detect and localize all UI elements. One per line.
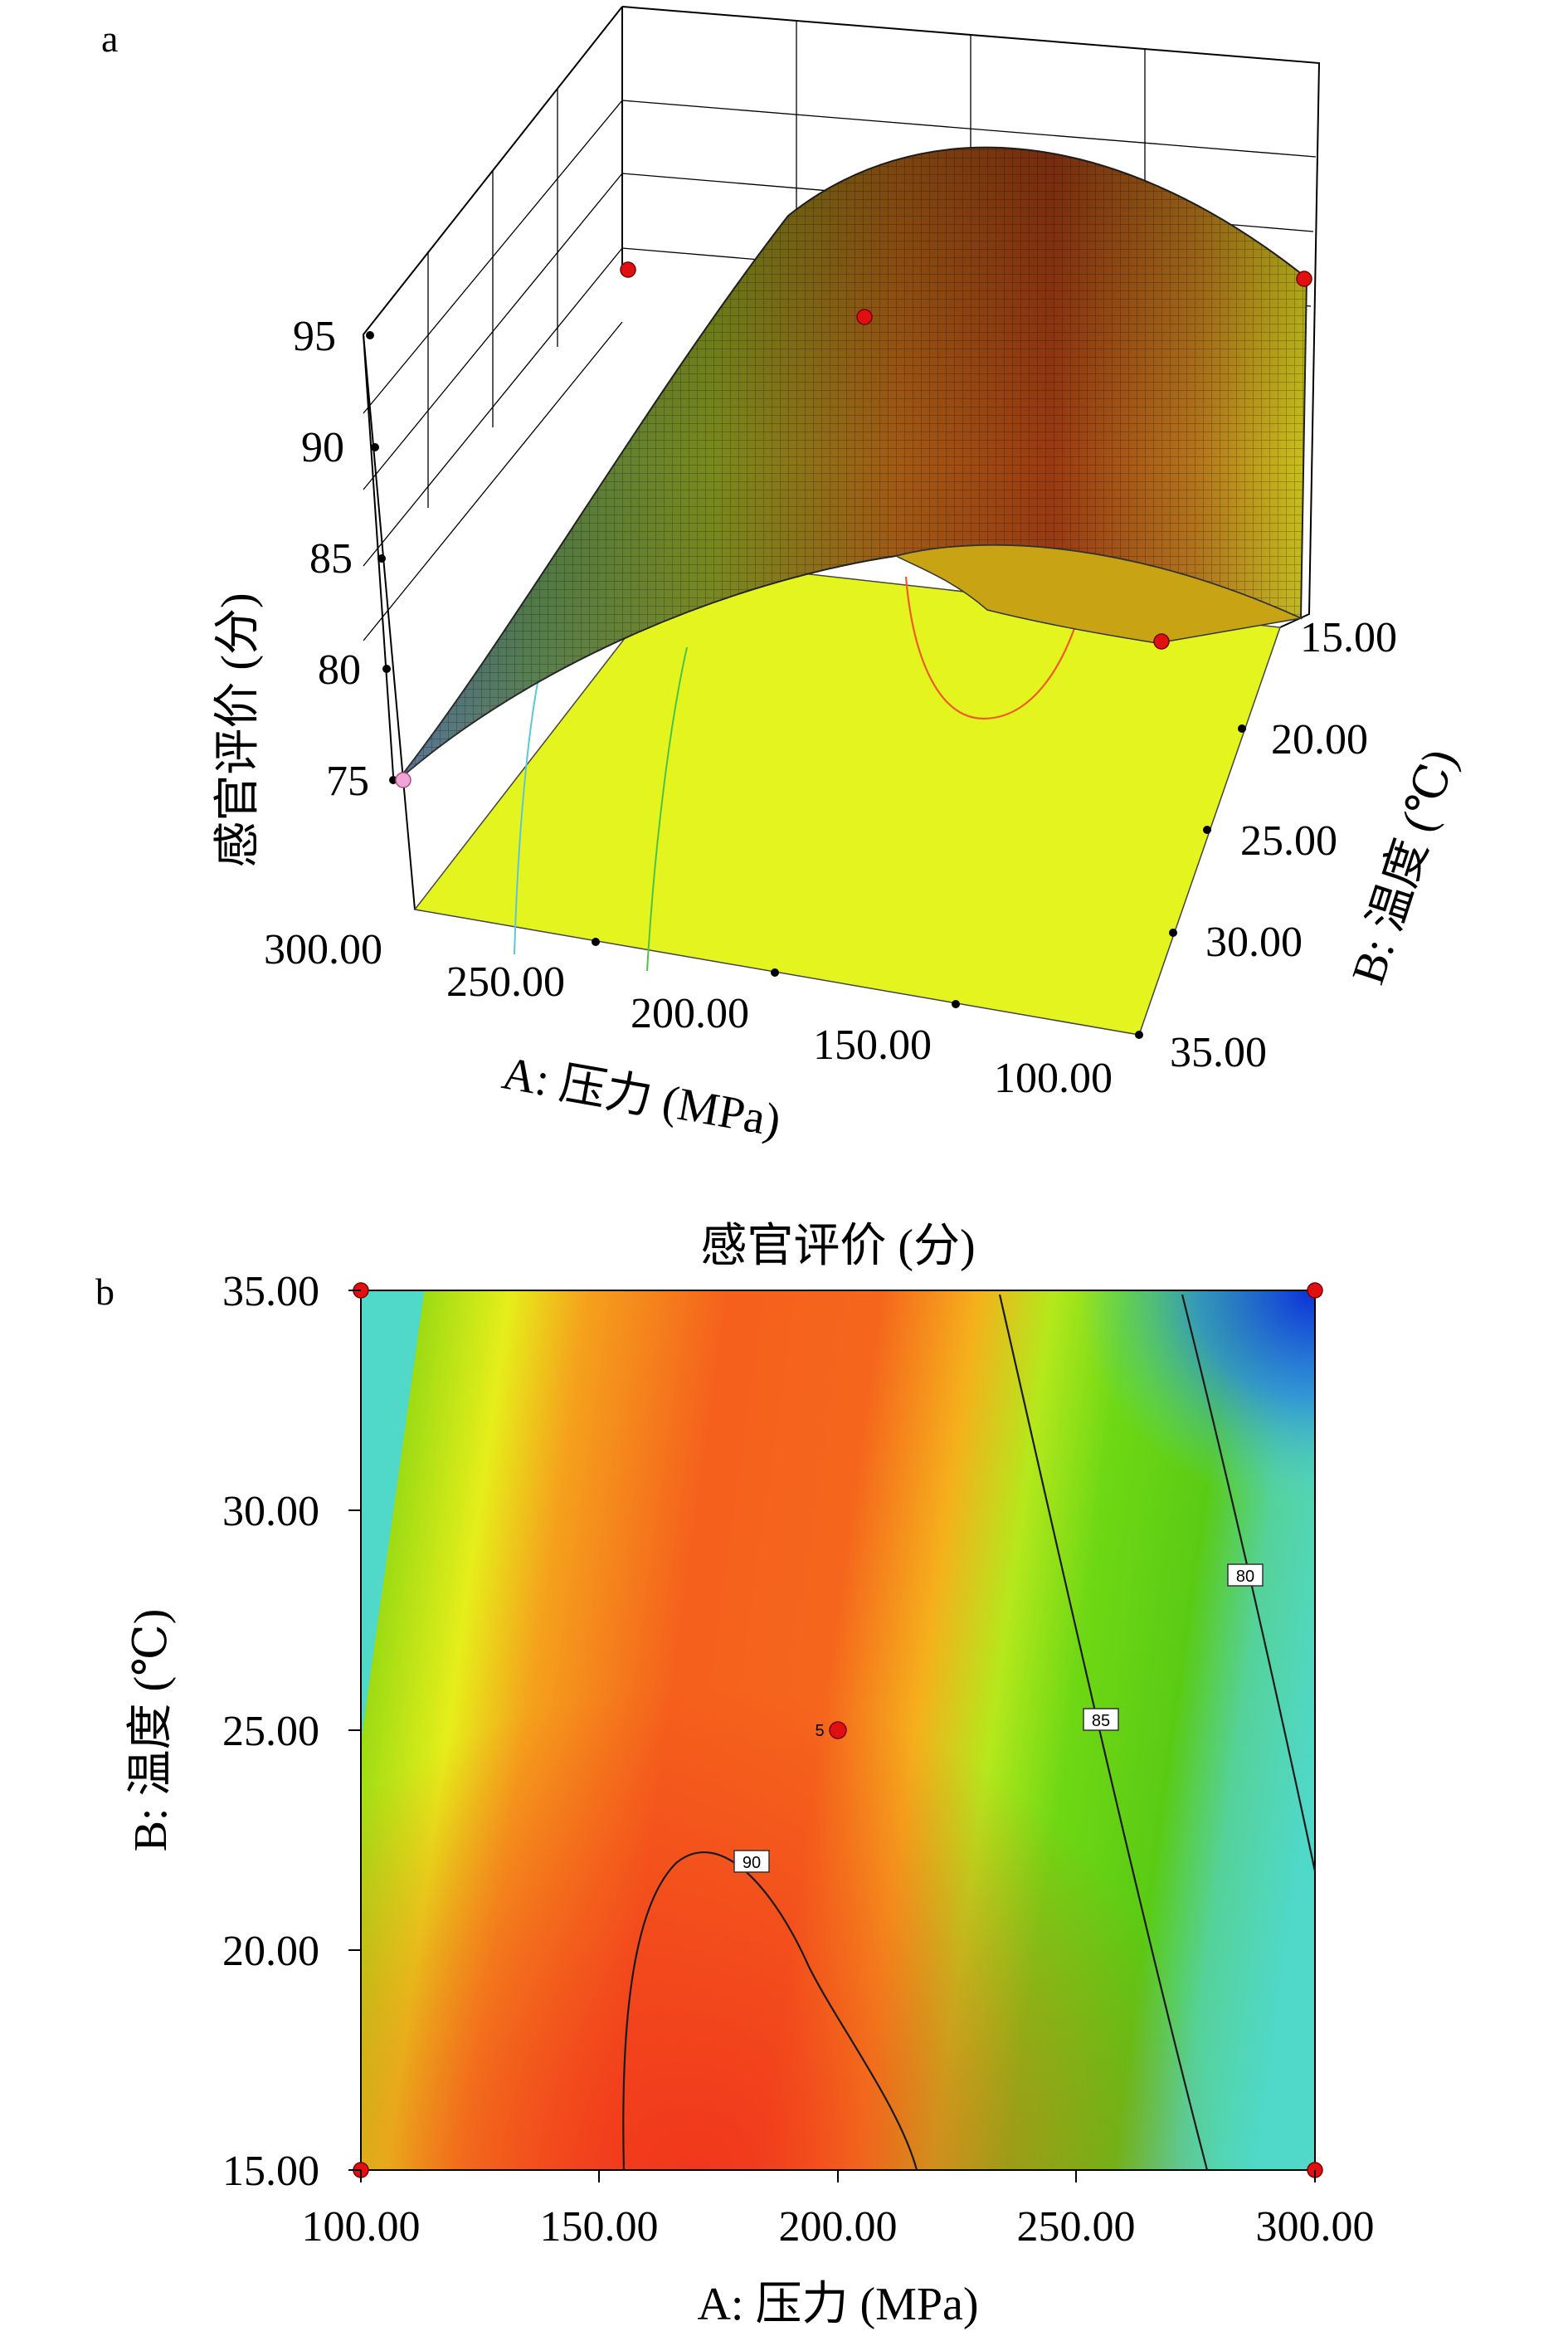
- y-tick-labels: 35.00 30.00 25.00 20.00 15.00: [222, 1268, 319, 2195]
- z-tick-label: 90: [301, 424, 344, 471]
- panel-a-surface-plot: a: [101, 6, 1467, 1147]
- z-tick-label: 75: [326, 758, 369, 805]
- x-tick-label: 250.00: [1017, 2203, 1136, 2251]
- y-axis-ticks: [1169, 724, 1246, 937]
- contour-label: 90: [743, 1854, 761, 1872]
- chart-title: 感官评价 (分): [700, 1221, 975, 1272]
- z-tick-label: 85: [309, 535, 353, 583]
- x-axis-title: A: 压力 (MPa): [499, 1047, 785, 1147]
- y-tick-label: 20.00: [1271, 716, 1368, 763]
- design-point: [1307, 1282, 1323, 1299]
- design-point: [856, 309, 873, 325]
- z-axis-title: 感官评价 (分): [212, 593, 264, 867]
- contour-label: 85: [1092, 1712, 1110, 1730]
- contour-labels: 80 85 90: [733, 1563, 1264, 1873]
- center-point-count-label: 5: [815, 1722, 824, 1740]
- x-tick-marks: [360, 2170, 1316, 2182]
- x-tick-label: 250.00: [446, 958, 565, 1006]
- panel-a-response-surface: [397, 146, 1308, 781]
- panel-a-label: a: [101, 17, 118, 60]
- y-tick-label: 25.00: [222, 1708, 319, 1755]
- y-tick-label: 35.00: [222, 1268, 319, 1315]
- y-tick-marks: [348, 1290, 361, 2171]
- y-tick-label: 35.00: [1170, 1029, 1267, 1076]
- design-point: [1296, 271, 1312, 287]
- z-tick-label: 95: [293, 313, 336, 360]
- panel-b-label: b: [95, 1270, 114, 1313]
- x-tick-label: 200.00: [631, 990, 749, 1037]
- x-tick-labels: 300.00 250.00 200.00 150.00 100.00: [264, 926, 1113, 1102]
- design-point: [620, 261, 636, 278]
- y-axis-title: B: 温度 (℃): [1342, 744, 1466, 991]
- z-axis-ticks: [366, 331, 397, 784]
- x-tick-label: 150.00: [540, 2203, 659, 2251]
- contour-line-80: [1181, 1294, 1317, 1872]
- panel-a-floor-contour-plane: [413, 559, 1282, 1036]
- y-axis-title: B: 温度 (℃): [125, 1609, 177, 1852]
- center-design-point: [829, 1721, 847, 1739]
- contour-line-85: [998, 1294, 1209, 2171]
- x-axis-ticks: [592, 938, 1143, 1039]
- z-tick-label: 80: [318, 646, 361, 694]
- y-tick-label: 20.00: [222, 1928, 319, 1975]
- floor-contour-green: [646, 646, 688, 972]
- panel-b-design-points: 5: [353, 1282, 1323, 2178]
- design-point: [1153, 633, 1170, 650]
- y-tick-label: 15.00: [222, 2148, 319, 2195]
- z-tick-labels: 95 90 85 80 75: [293, 313, 369, 805]
- y-tick-label: 30.00: [1205, 919, 1303, 966]
- x-tick-label: 300.00: [1256, 2203, 1375, 2251]
- y-tick-label: 30.00: [222, 1488, 319, 1535]
- x-tick-label: 100.00: [302, 2203, 421, 2251]
- y-tick-label: 25.00: [1240, 817, 1337, 865]
- panel-b-contour-plot: b 感官评价 (分) 80 85 90: [95, 1221, 1375, 2330]
- design-point: [395, 772, 411, 788]
- x-tick-label: 300.00: [264, 926, 382, 973]
- x-tick-labels: 100.00 150.00 200.00 250.00 300.00: [302, 2203, 1375, 2251]
- contour-label: 80: [1236, 1568, 1254, 1586]
- panel-a-design-points: [395, 261, 1312, 788]
- y-tick-label: 15.00: [1300, 614, 1397, 661]
- x-tick-label: 200.00: [779, 2203, 898, 2251]
- x-tick-label: 100.00: [994, 1055, 1113, 1102]
- y-tick-labels: 15.00 20.00 25.00 30.00 35.00: [1170, 614, 1397, 1076]
- floor-contour-orange: [904, 576, 1084, 720]
- z-axis-line: [363, 334, 394, 777]
- x-tick-label: 150.00: [813, 1022, 932, 1069]
- x-axis-title: A: 压力 (MPa): [697, 2279, 978, 2330]
